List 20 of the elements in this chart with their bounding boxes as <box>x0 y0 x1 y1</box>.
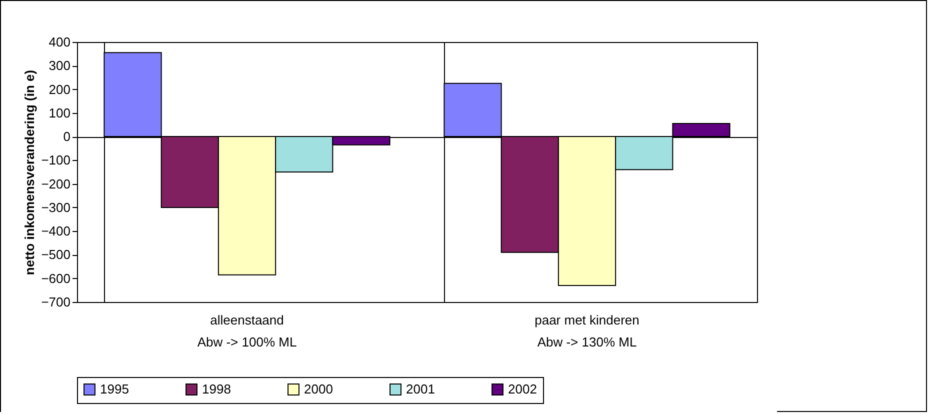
x-tick-label: paar met kinderen Abw -> 130% ML <box>534 312 640 350</box>
legend-label: 1998 <box>202 382 231 397</box>
y-tick-label: −300 <box>41 200 70 215</box>
y-tick-label: 200 <box>48 82 70 97</box>
y-tick-label: −100 <box>41 152 70 168</box>
y-tick-label: 100 <box>48 105 70 120</box>
y-tick-label: 300 <box>48 58 70 74</box>
y-tick-label: −200 <box>41 176 70 192</box>
y-tick-label: −400 <box>41 224 70 239</box>
y-tick-label: −600 <box>41 270 70 286</box>
y-tick-label: −500 <box>41 247 70 262</box>
x-tick-label: alleenstaand Abw -> 100% ML <box>197 312 297 350</box>
legend-label: 1995 <box>100 382 129 397</box>
y-tick-label: 0 <box>63 129 70 144</box>
y-axis-title: netto inkomensverandering (in e) <box>22 70 38 276</box>
legend-label: 2001 <box>406 382 435 397</box>
y-tick-label: 400 <box>48 34 70 50</box>
legend-label: 2002 <box>508 382 537 397</box>
y-tick-label: −700 <box>41 294 70 310</box>
legend-label: 2000 <box>304 382 333 397</box>
